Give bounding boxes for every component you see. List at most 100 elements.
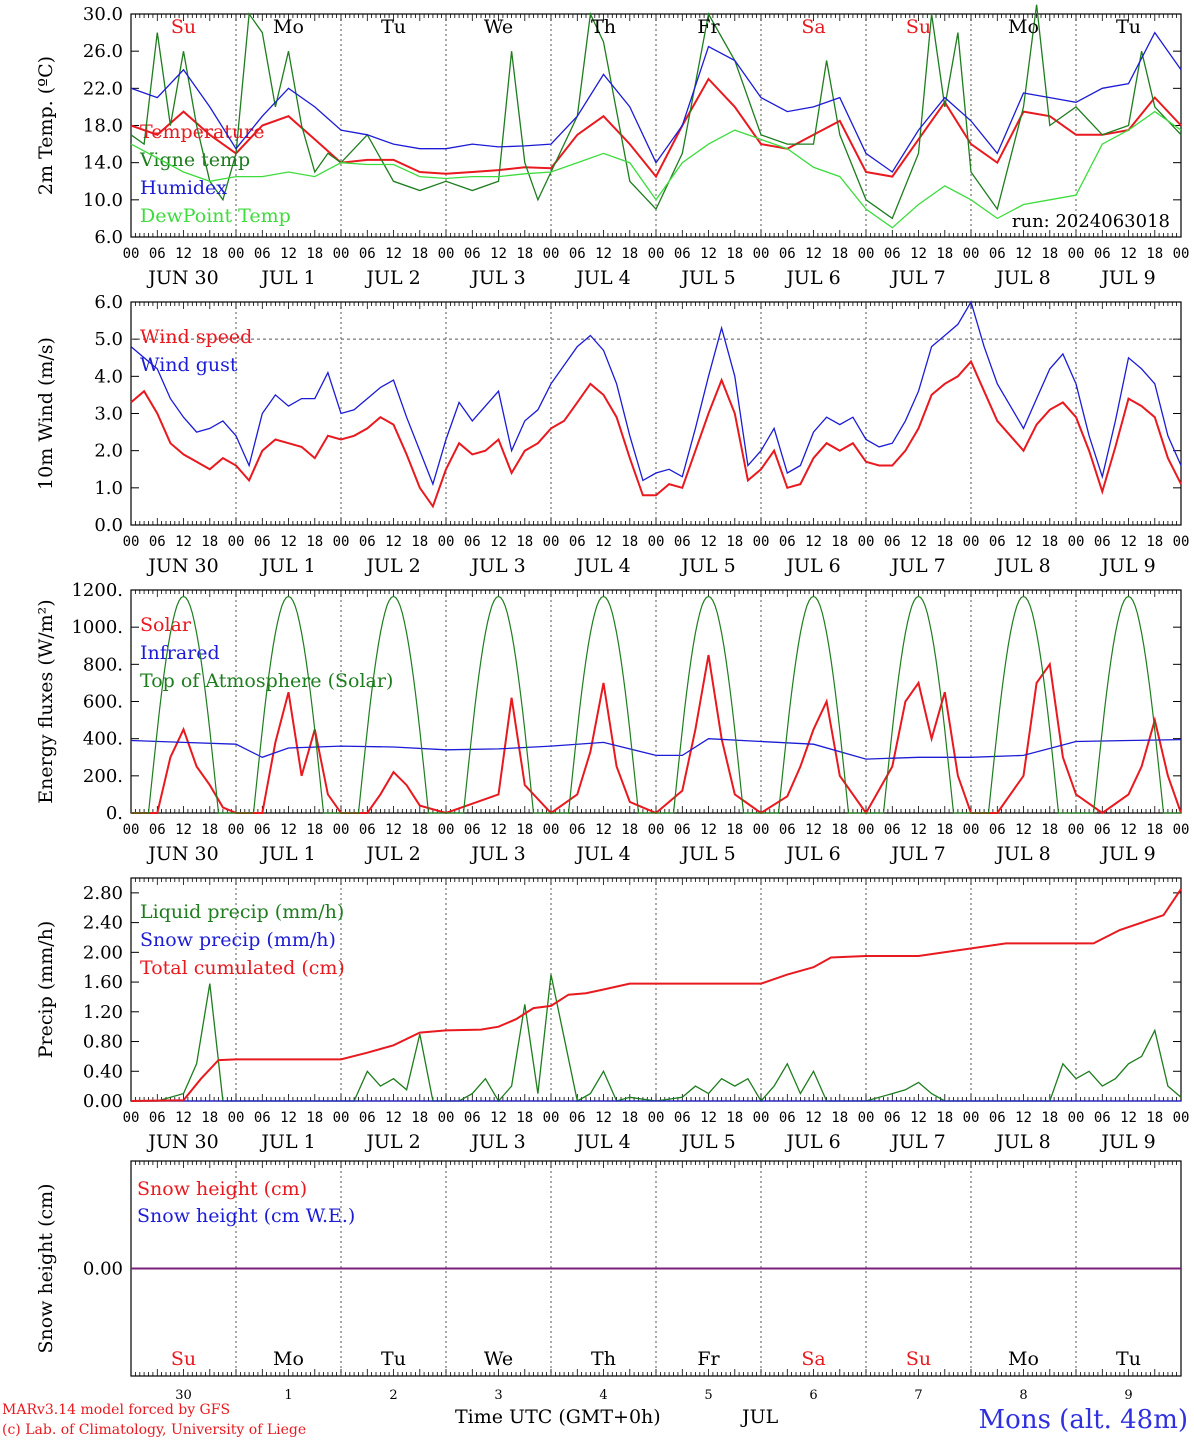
date-label: JUL 8 (994, 843, 1050, 865)
y-axis-label: Energy fluxes (W/m²) (35, 599, 57, 803)
weekday-label: Su (171, 16, 196, 38)
hour-tick-label: 00 (648, 534, 665, 550)
weekday-label: Mo (273, 1348, 304, 1370)
hour-tick-label: 00 (963, 1110, 980, 1126)
legend-entry: Infrared (140, 642, 220, 664)
hour-tick-label: 12 (385, 1110, 402, 1126)
y-tick-label: 2.00 (83, 942, 123, 963)
y-axis-label: 2m Temp. (ºC) (35, 56, 57, 195)
hour-tick-label: 18 (1146, 246, 1163, 262)
legend-entry: Top of Atmosphere (Solar) (140, 670, 393, 692)
hour-tick-label: 00 (648, 1110, 665, 1126)
hour-tick-label: 18 (201, 534, 218, 550)
hour-tick-label: 00 (438, 1110, 455, 1126)
station-label: Mons (alt. 48m) (979, 1405, 1188, 1435)
day-number-label: 2 (389, 1388, 397, 1403)
hour-tick-label: 00 (648, 822, 665, 838)
weekday-label: Th (591, 1348, 616, 1370)
date-label: JUL 1 (259, 1131, 315, 1153)
date-label: JUL 2 (364, 843, 420, 865)
hour-tick-label: 18 (306, 246, 323, 262)
hour-tick-label: 12 (1120, 534, 1137, 550)
day-number-label: 30 (175, 1388, 192, 1403)
hour-tick-label: 12 (175, 1110, 192, 1126)
hour-tick-label: 12 (910, 822, 927, 838)
y-tick-label: 6.0 (94, 227, 123, 248)
y-tick-label: 5.0 (94, 329, 123, 350)
date-label: JUL 4 (574, 843, 630, 865)
weekday-label: Tu (1116, 16, 1141, 38)
run-label: run: 2024063018 (1012, 211, 1170, 232)
x-ticks (130, 1161, 1182, 1376)
hour-tick-label: 12 (700, 1110, 717, 1126)
hour-tick-label: 18 (1146, 822, 1163, 838)
weekday-label: Sa (801, 16, 825, 38)
hour-tick-label: 12 (1015, 534, 1032, 550)
legend-entry: Snow precip (mm/h) (140, 929, 336, 951)
date-label: JUL 5 (679, 1131, 735, 1153)
date-label: JUL 2 (364, 1131, 420, 1153)
hour-tick-label: 06 (674, 246, 691, 262)
weekday-label: We (484, 16, 513, 38)
hour-tick-label: 06 (464, 822, 481, 838)
hour-tick-label: 18 (411, 246, 428, 262)
meteogram-panels: 6.010.014.018.022.026.030.02m Temp. (ºC)… (35, 4, 1189, 1403)
date-label: JUL 6 (784, 843, 840, 865)
y-tick-label: 1.20 (83, 1002, 123, 1023)
date-label: JUN 30 (146, 843, 218, 865)
hour-tick-label: 12 (1015, 246, 1032, 262)
y-tick-label: 0.40 (83, 1061, 123, 1082)
hour-tick-label: 06 (884, 1110, 901, 1126)
date-label: JUL 1 (259, 555, 315, 577)
hour-tick-label: 18 (831, 246, 848, 262)
hour-tick-label: 18 (516, 1110, 533, 1126)
hour-tick-label: 06 (1094, 822, 1111, 838)
hour-tick-label: 12 (490, 822, 507, 838)
hour-tick-label: 18 (1041, 822, 1058, 838)
day-number-label: 9 (1124, 1388, 1132, 1403)
weekday-label: Sa (801, 1348, 825, 1370)
hour-tick-label: 00 (753, 534, 770, 550)
hour-tick-label: 00 (1068, 1110, 1085, 1126)
y-tick-label: 3.0 (94, 404, 123, 425)
weekday-label: Su (906, 1348, 931, 1370)
hour-tick-label: 00 (333, 1110, 350, 1126)
date-label: JUL 2 (364, 555, 420, 577)
hour-tick-label: 12 (385, 534, 402, 550)
hour-tick-label: 06 (779, 822, 796, 838)
hour-tick-label: 00 (543, 246, 560, 262)
hour-tick-label: 06 (989, 246, 1006, 262)
hour-tick-label: 00 (1173, 534, 1190, 550)
chart-panel-4: 0.00 0.40 0.80 1.20 1.60 2.00 2.40 2.80 Precip (… (35, 877, 1189, 1153)
weekday-label: Mo (1008, 1348, 1039, 1370)
hour-tick-label: 06 (779, 534, 796, 550)
hour-tick-label: 12 (280, 246, 297, 262)
hour-tick-label: 12 (805, 246, 822, 262)
hour-tick-label: 18 (201, 1110, 218, 1126)
hour-tick-label: 12 (175, 822, 192, 838)
date-label: JUL 3 (469, 267, 525, 289)
weekday-label: Mo (273, 16, 304, 38)
hour-tick-label: 18 (516, 246, 533, 262)
y-tick-label: 0.00 (83, 1259, 123, 1280)
hour-tick-label: 12 (490, 246, 507, 262)
date-label: JUL 8 (994, 1131, 1050, 1153)
weekday-label: Tu (1116, 1348, 1141, 1370)
series-line-1 (130, 359, 1182, 509)
series-line-2 (130, 300, 1182, 487)
hour-tick-label: 12 (490, 1110, 507, 1126)
y-tick-label: 2.40 (83, 913, 123, 934)
hour-tick-label: 00 (1173, 822, 1190, 838)
chart-panel-2: 0.0 1.0 2.0 3.0 4.0 5.0 6.0 10m Wind (m/s) Wind … (35, 292, 1189, 577)
hour-tick-label: 00 (858, 246, 875, 262)
hour-tick-label: 12 (1120, 246, 1137, 262)
hour-tick-label: 18 (1041, 534, 1058, 550)
hour-tick-label: 00 (753, 1110, 770, 1126)
hour-tick-label: 06 (569, 246, 586, 262)
legend-entry: Snow height (cm) (137, 1178, 307, 1200)
hour-tick-label: 00 (858, 1110, 875, 1126)
hour-tick-label: 18 (621, 534, 638, 550)
y-tick-label: 14.0 (83, 153, 123, 174)
hour-tick-label: 00 (228, 1110, 245, 1126)
date-label: JUL 7 (889, 267, 945, 289)
